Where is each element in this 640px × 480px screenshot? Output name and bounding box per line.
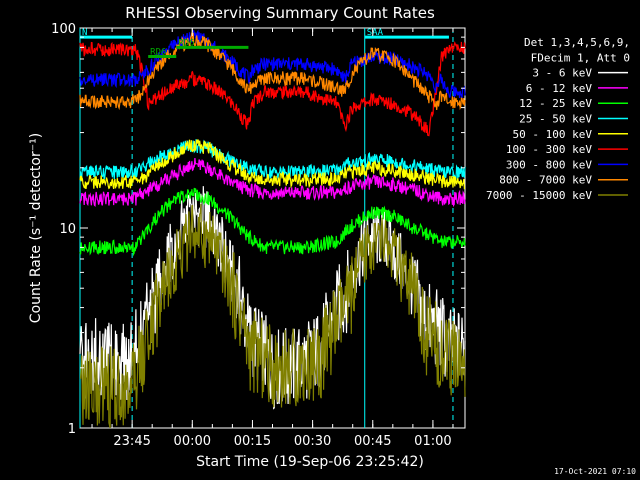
chart-title: RHESSI Observing Summary Count Rates bbox=[125, 4, 435, 22]
x-tick-label: 00:45 bbox=[354, 434, 391, 449]
x-tick-label: 00:30 bbox=[294, 434, 331, 449]
legend-label: 100 - 300 keV bbox=[506, 143, 592, 156]
series-line bbox=[79, 203, 466, 429]
mode-marker-label: RD6 bbox=[178, 38, 194, 48]
series-50-100-kev bbox=[79, 139, 466, 190]
legend-label: 3 - 6 keV bbox=[532, 67, 592, 80]
series-line bbox=[79, 32, 466, 111]
y-tick-label: 100 bbox=[51, 22, 76, 37]
legend-label: 12 - 25 keV bbox=[519, 97, 592, 110]
legend-label: 25 - 50 keV bbox=[519, 113, 592, 126]
footer-timestamp: 17-Oct-2021 07:10 bbox=[554, 467, 636, 476]
series-line bbox=[79, 158, 466, 208]
legend-header: FDecim 1, Att 0 bbox=[531, 51, 630, 64]
x-tick-label: 00:15 bbox=[234, 434, 271, 449]
series-300-800-kev bbox=[79, 29, 466, 99]
x-axis: 23:45 00:00 00:15 00:30 00:45 01:00 bbox=[91, 28, 454, 449]
x-axis-label: Start Time (19-Sep-06 23:25:42) bbox=[196, 454, 424, 470]
legend-label: 6 - 12 keV bbox=[526, 82, 593, 95]
legend-label: 50 - 100 keV bbox=[513, 128, 593, 141]
legend: Det 1,3,4,5,6,9, FDecim 1, Att 0 3 - 6 keV… bbox=[486, 36, 630, 202]
y-axis: 1 10 100 bbox=[51, 22, 465, 437]
series-12-25-kev bbox=[79, 187, 466, 257]
x-tick-label: 23:45 bbox=[113, 434, 150, 449]
mode-marker-label: SAA bbox=[367, 28, 384, 38]
series-line bbox=[79, 29, 466, 99]
legend-label: 7000 - 15000 keV bbox=[486, 189, 592, 202]
series-line bbox=[79, 139, 466, 190]
mode-marker-label: RD6 bbox=[150, 48, 166, 58]
series-7000-15000-kev bbox=[79, 203, 466, 429]
x-tick-label: 00:00 bbox=[174, 434, 211, 449]
series-100-300-kev bbox=[79, 41, 466, 137]
series-800-7000-kev bbox=[79, 32, 466, 111]
x-tick-label: 01:00 bbox=[414, 434, 451, 449]
plot-area: N RD6 RD6 SAA bbox=[79, 27, 466, 429]
legend-label: 800 - 7000 keV bbox=[499, 174, 592, 187]
series-6-12-kev bbox=[79, 158, 466, 208]
series-line bbox=[79, 41, 466, 137]
legend-header: Det 1,3,4,5,6,9, bbox=[524, 36, 630, 49]
y-axis-label: Count Rate (s⁻¹ detector⁻¹) bbox=[28, 133, 44, 323]
series-line bbox=[79, 187, 466, 257]
legend-label: 300 - 800 keV bbox=[506, 158, 592, 171]
mode-marker-label: N bbox=[82, 28, 87, 38]
y-tick-label: 1 bbox=[68, 422, 76, 437]
y-tick-label: 10 bbox=[59, 222, 76, 237]
